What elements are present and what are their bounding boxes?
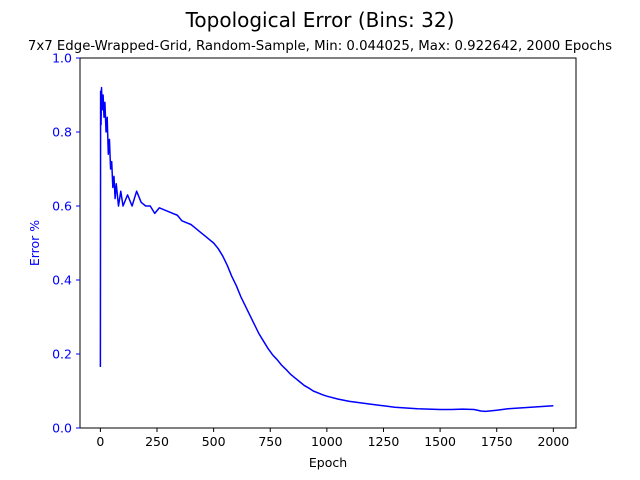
x-tick-label: 500 <box>202 434 226 449</box>
y-tick-label: 0.0 <box>52 421 72 436</box>
x-axis-label: Epoch <box>309 455 347 470</box>
plot-area: 0 250 500 750 1000 1250 1500 1750 2000 0.0 0.2 0.4 0… <box>52 51 577 449</box>
y-tick-label: 1.0 <box>52 51 72 66</box>
x-tick-label: 2000 <box>537 434 569 449</box>
chart-title: Topological Error (Bins: 32) <box>185 8 455 32</box>
y-tick-label: 0.6 <box>52 199 72 214</box>
y-tick-label: 0.2 <box>52 347 72 362</box>
plot-frame <box>79 57 577 429</box>
y-tick-label: 0.8 <box>52 125 72 140</box>
series-line-0 <box>99 86 554 413</box>
y-axis-label: Error % <box>27 220 42 266</box>
x-tick-label: 1750 <box>481 434 513 449</box>
x-tick-label: 1500 <box>424 434 456 449</box>
x-tick-label: 0 <box>96 434 104 449</box>
x-tick-label: 1000 <box>311 434 343 449</box>
x-tick-label: 250 <box>145 434 169 449</box>
x-tick-label: 750 <box>258 434 282 449</box>
x-tick-label: 1250 <box>368 434 400 449</box>
y-tick-label: 0.4 <box>52 273 72 288</box>
chart-subtitle: 7x7 Edge-Wrapped-Grid, Random-Sample, Mi… <box>28 39 612 54</box>
